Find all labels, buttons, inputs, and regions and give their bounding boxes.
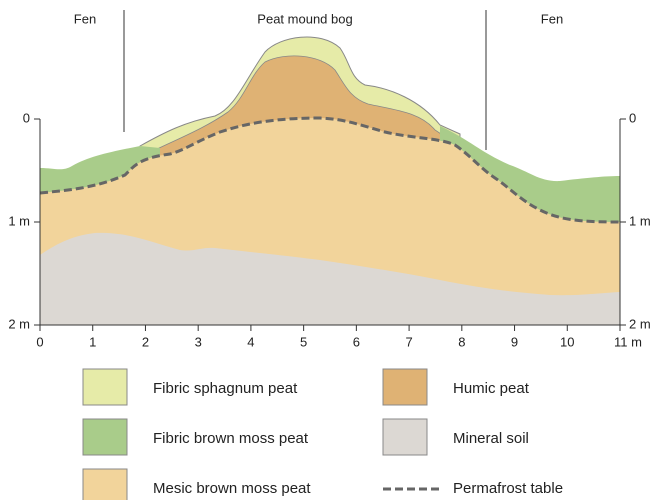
- legend-swatch: [83, 369, 127, 405]
- zone-label: Fen: [74, 11, 96, 26]
- cross-section: [40, 10, 620, 325]
- x-tick-label: 11 m: [614, 334, 642, 349]
- zone-label: Peat mound bog: [257, 11, 352, 26]
- legend-label: Fibric sphagnum peat: [153, 380, 298, 397]
- y-tick-label: 0: [23, 110, 30, 125]
- legend-swatch: [83, 469, 127, 500]
- x-tick-label: 3: [195, 334, 202, 349]
- x-tick-label: 6: [353, 334, 360, 349]
- legend: Fibric sphagnum peat Humic peat Fibric bro…: [83, 369, 563, 500]
- zone-label: Fen: [541, 11, 563, 26]
- x-tick-label: 7: [405, 334, 412, 349]
- legend-swatch: [383, 419, 427, 455]
- legend-label: Humic peat: [453, 380, 530, 397]
- y-tick-label: 1 m: [629, 213, 651, 228]
- x-tick-label: 10: [560, 334, 574, 349]
- y-tick-label: 0: [629, 110, 636, 125]
- x-tick-label: 8: [458, 334, 465, 349]
- legend-label: Fibric brown moss peat: [153, 430, 309, 447]
- y-tick-label: 1 m: [8, 213, 30, 228]
- y-tick-label: 2 m: [8, 316, 30, 331]
- legend-label: Mineral soil: [453, 430, 529, 447]
- x-tick-label: 9: [511, 334, 518, 349]
- x-tick-label: 0: [36, 334, 43, 349]
- x-tick-label: 1: [89, 334, 96, 349]
- diagram: Fen Peat mound bog Fen 0 1 2 3 4 5 6 7 8 9 10 11 m 0 1 m…: [0, 0, 652, 500]
- x-tick-label: 2: [142, 334, 149, 349]
- legend-label: Mesic brown moss peat: [153, 480, 311, 497]
- y-tick-label: 2 m: [629, 316, 651, 331]
- x-tick-label: 5: [300, 334, 307, 349]
- legend-label: Permafrost table: [453, 480, 563, 497]
- legend-swatch: [83, 419, 127, 455]
- x-tick-label: 4: [247, 334, 254, 349]
- legend-swatch: [383, 369, 427, 405]
